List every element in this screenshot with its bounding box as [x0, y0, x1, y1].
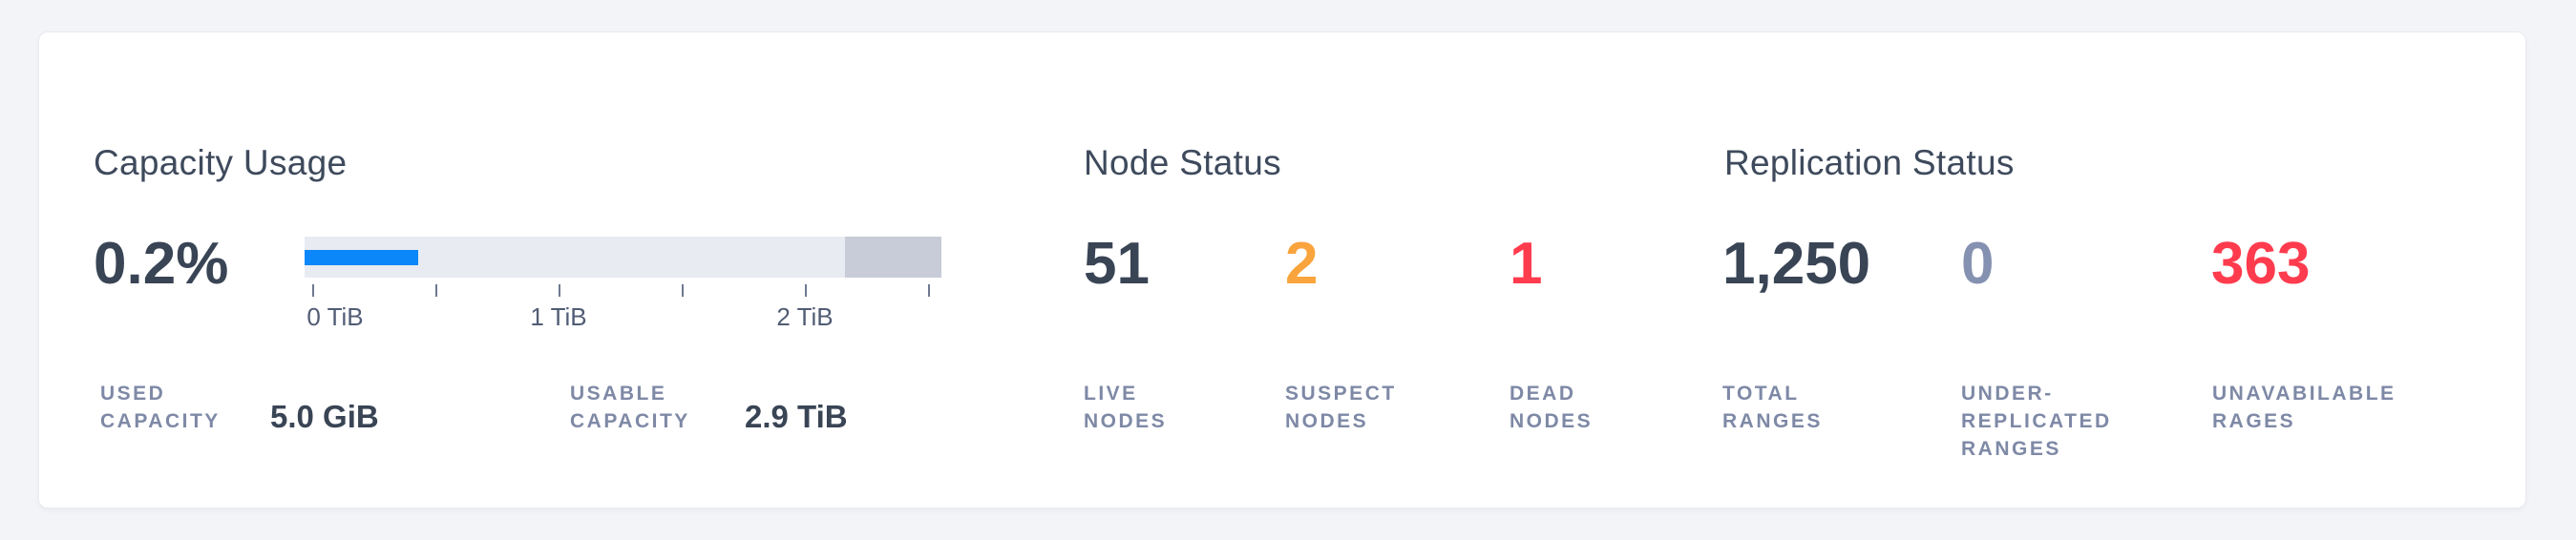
- unavailable-ranges-count: 363: [2211, 231, 2311, 297]
- axis-tick: [559, 284, 560, 297]
- axis-tick-label: 1 TiB: [530, 302, 587, 331]
- used-capacity-value: 5.0 GiB: [270, 399, 379, 434]
- dead-nodes-count: 1: [1510, 231, 1543, 297]
- live-nodes-label: LIVE NODES: [1084, 383, 1168, 432]
- live-nodes-count: 51: [1084, 231, 1150, 297]
- dead-nodes-label: DEAD NODES: [1510, 383, 1594, 432]
- usable-capacity-label: USABLE CAPACITY: [570, 383, 690, 432]
- axis-tick: [928, 284, 930, 297]
- unavailable-ranges-label: UNAVABILABLE RAGES: [2212, 383, 2397, 432]
- axis-tick: [805, 284, 807, 297]
- suspect-nodes-label: SUSPECT NODES: [1285, 383, 1397, 432]
- total-ranges-label: TOTAL RANGES: [1722, 383, 1823, 432]
- axis-tick-label: 2 TiB: [776, 302, 834, 331]
- used-capacity-label: USED CAPACITY: [100, 383, 221, 432]
- capacity-bar-track: [305, 237, 941, 278]
- axis-tick: [312, 284, 314, 297]
- axis-tick: [435, 284, 437, 297]
- under-replicated-ranges-label: UNDER- REPLICATED RANGES: [1961, 383, 2112, 460]
- replication-status-title: Replication Status: [1724, 142, 2015, 182]
- capacity-usage-title: Capacity Usage: [94, 142, 348, 182]
- capacity-bar-nonusable-segment: [845, 237, 941, 278]
- suspect-nodes-count: 2: [1285, 231, 1319, 297]
- axis-tick: [682, 284, 684, 297]
- total-ranges-count: 1,250: [1722, 231, 1871, 297]
- under-replicated-ranges-count: 0: [1961, 231, 1995, 297]
- capacity-bar-used-fill: [305, 250, 418, 265]
- axis-tick-label: 0 TiB: [306, 302, 364, 331]
- capacity-used-percent: 0.2%: [94, 231, 229, 297]
- node-status-title: Node Status: [1084, 142, 1281, 182]
- cluster-summary-card: Capacity Usage 0.2% 0 TiB 1 TiB 2 TiB US…: [38, 31, 2526, 509]
- usable-capacity-value: 2.9 TiB: [745, 399, 848, 434]
